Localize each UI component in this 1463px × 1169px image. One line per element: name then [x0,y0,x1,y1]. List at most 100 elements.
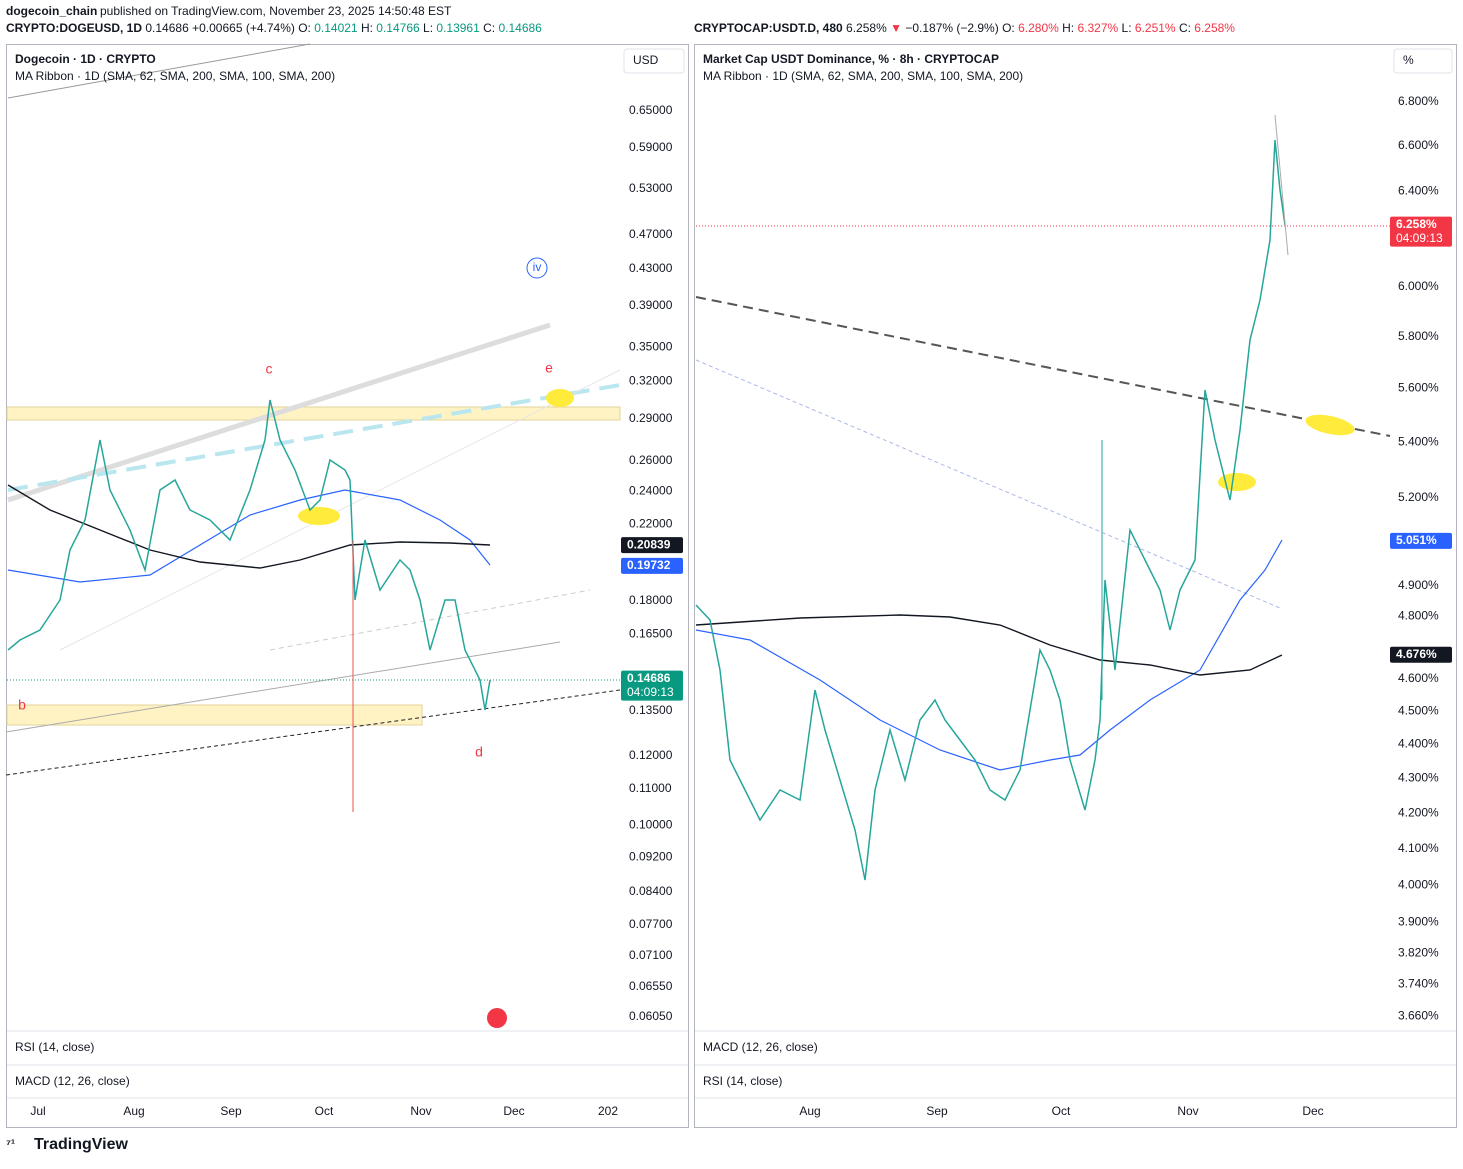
price-tick-label: 0.10000 [629,817,673,831]
price-tick-label: 6.800% [1398,94,1439,108]
price-tick-label: 0.26000 [629,453,673,467]
ticker-part: 6.251% [1135,21,1176,35]
price-tick-label: 4.100% [1398,841,1439,855]
ticker-part: 6.327% [1077,21,1118,35]
time-label: Nov [1177,1104,1198,1118]
ticker-part: C: [1179,21,1191,35]
price-tick-label: 0.24000 [629,483,673,497]
price-tick-label: 4.000% [1398,877,1439,891]
price-tick-label: 5.400% [1398,434,1439,448]
price-tick-label: 5.200% [1398,490,1439,504]
ticker-part: O: [1002,21,1015,35]
price-tick-label: 4.300% [1398,771,1439,785]
badge-label: 0.19732 [627,558,671,572]
left-drawings [5,43,688,1099]
badge-label: 4.676% [1396,647,1437,661]
price-tick-label: 5.600% [1398,381,1439,395]
ticker-part: C: [483,21,495,35]
price-tick-label: 0.65000 [629,103,673,117]
price-badge [1390,646,1452,663]
price-tick-label: 0.06550 [629,979,673,993]
price-tick-label: 0.09200 [629,849,673,863]
badge-timer: 04:09:13 [627,685,674,699]
price-tick-label: 0.13500 [629,703,673,717]
price-badge [621,537,683,554]
ticker-part: 0.14686 [498,21,542,35]
price-badge [621,670,683,701]
ticker-line: CRYPTOCAP:USDT.D, 480 6.258% ▼ −0.187% (… [694,21,1235,35]
price-tick-label: 0.59000 [629,140,673,154]
currency-button[interactable]: USD [633,53,659,67]
ticker-part: L: [423,21,433,35]
badge-label: 0.14686 [627,671,671,685]
price-tick-label: 0.29000 [629,411,673,425]
price-tick-label: 0.18000 [629,593,673,607]
wave-label: c [266,361,273,377]
price-tick-label: 3.740% [1398,977,1439,991]
price-tick-label: 0.08400 [629,884,673,898]
ticker-part: 0.13961 [436,21,480,35]
badge-timer: 04:09:13 [1396,231,1443,245]
pane-title: RSI (14, close) [703,1074,782,1088]
price-badge [1390,216,1452,247]
price-tick-label: 3.820% [1398,945,1439,959]
price-tick-label: 4.200% [1398,805,1439,819]
price-badge [621,557,683,574]
price-tick-label: 3.900% [1398,915,1439,929]
badge-label: 0.20839 [627,537,671,551]
ticker-part: 0.14686 [145,21,189,35]
author: dogecoin_chain [6,4,97,18]
right-title: Market Cap USDT Dominance, % · 8h · CRYP… [703,52,999,66]
pane-title: MACD (12, 26, close) [15,1074,130,1088]
time-label: Nov [410,1104,431,1118]
price-tick-label: 0.06050 [629,1009,673,1023]
time-label: 202 [598,1104,618,1118]
ticker-part: 6.280% [1018,21,1059,35]
price-tick-label: 0.16500 [629,626,673,640]
time-label: Oct [315,1104,334,1118]
price-tick-label: 0.11000 [629,781,672,795]
price-tick-label: 6.000% [1398,279,1439,293]
price-tick-label: 6.400% [1398,184,1439,198]
pane-title: MACD (12, 26, close) [703,1040,818,1054]
price-tick-label: 0.53000 [629,181,673,195]
price-tick-label: 0.12000 [629,748,673,762]
left-title: Dogecoin · 1D · CRYPTO [15,52,156,66]
ticker-part: CRYPTOCAP:USDT.D, 480 [694,21,843,35]
time-label: Aug [123,1104,144,1118]
pane-title: RSI (14, close) [15,1040,94,1054]
ticker-part: L: [1122,21,1132,35]
left-indicator: MA Ribbon · 1D (SMA, 62, SMA, 200, SMA, … [15,69,335,83]
ticker-part: 0.14021 [314,21,358,35]
published: published on TradingView.com, November 2… [100,4,452,18]
time-label: Aug [799,1104,820,1118]
wave-label: e [545,360,553,376]
ticker-line: CRYPTO:DOGEUSD, 1D 0.14686 +0.00665 (+4.… [6,21,542,35]
ticker-part: +0.00665 (+4.74%) [192,21,295,35]
ticker-part: 6.258% [1194,21,1235,35]
price-tick-label: 0.32000 [629,374,673,388]
time-label: Sep [220,1104,242,1118]
time-label: Sep [926,1104,948,1118]
ticker-part: CRYPTO:DOGEUSD, 1D [6,21,142,35]
time-label: Jul [30,1104,45,1118]
left-panel [6,44,689,1128]
wave-label: iv [533,260,542,274]
wave-label: b [18,697,26,713]
badge-label: 5.051% [1396,533,1437,547]
wave-label: d [475,744,483,760]
price-tick-label: 0.07100 [629,948,673,962]
ticker-part: H: [361,21,373,35]
price-tick-label: 4.400% [1398,737,1439,751]
right-indicator: MA Ribbon · 1D (SMA, 62, SMA, 200, SMA, … [703,69,1023,83]
ticker-part: ▼ [890,21,902,35]
price-tick-label: 3.660% [1398,1008,1439,1022]
ticker-part: 0.14766 [376,21,420,35]
ticker-part: O: [298,21,311,35]
right-drawings [695,48,1456,1099]
ticker-part: 6.258% [846,21,887,35]
price-tick-label: 0.47000 [629,227,673,241]
currency-button[interactable]: % [1403,53,1414,67]
price-tick-label: 0.22000 [629,517,673,531]
badge-label: 6.258% [1396,217,1437,231]
